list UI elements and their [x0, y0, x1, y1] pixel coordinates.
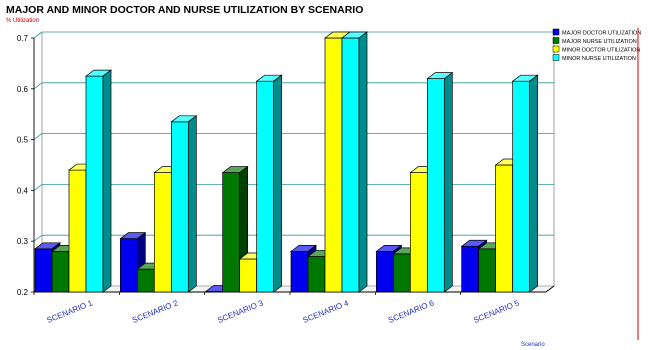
bar-front — [34, 248, 53, 293]
bar-front — [85, 75, 104, 293]
bar-front — [290, 251, 309, 293]
y-axis-label: % Utilization — [6, 18, 39, 24]
bar-front — [375, 251, 394, 293]
legend: MAJOR DOCTOR UTILIZATION MAJOR NURSE UTIL… — [552, 28, 641, 62]
bar-front — [307, 256, 326, 293]
gridline-depth — [33, 184, 43, 191]
x-tick-label: SCENARIO 3 — [216, 298, 265, 325]
gridline-depth — [33, 234, 43, 242]
legend-item: MINOR DOCTOR UTILIZATION — [552, 45, 640, 54]
plot-area: 0.2 0.3 0.4 0.5 0.6 0.7 SCENARIO 1 SCENARIO 2 SC… — [17, 31, 555, 325]
chart-title: MAJOR AND MINOR DOCTOR AND NURSE UTILIZA… — [6, 4, 363, 16]
bar-side — [443, 71, 453, 293]
bar — [340, 31, 369, 293]
x-tick-label: SCENARIO 6 — [387, 298, 436, 325]
bar-side — [529, 74, 539, 293]
x-axis-end-line — [545, 285, 555, 293]
bar-front — [341, 37, 360, 293]
bar — [170, 115, 198, 293]
bar-front — [392, 253, 411, 293]
legend-label: MINOR NURSE UTILIZATION — [562, 56, 636, 62]
legend-label: MAJOR DOCTOR UTILIZATION — [562, 31, 641, 37]
bar-front — [239, 258, 258, 293]
bar-front — [51, 251, 70, 293]
legend-swatch — [552, 28, 560, 36]
bar-side — [273, 74, 283, 293]
y-tick-label: 0.4 — [17, 186, 29, 195]
x-tick-label: SCENARIO 1 — [46, 298, 95, 325]
bar — [84, 69, 113, 293]
bar-front — [461, 245, 480, 293]
bar-front — [324, 37, 343, 293]
legend-label: MAJOR NURSE UTILIZATION — [562, 39, 637, 45]
bar-front — [495, 164, 514, 293]
bar-front — [426, 78, 445, 293]
legend-swatch — [552, 37, 560, 44]
bar-front — [68, 169, 87, 293]
bar-side — [358, 31, 368, 293]
bar-front — [478, 248, 497, 293]
x-tick-label: SCENARIO 4 — [302, 298, 351, 325]
bar-front — [136, 268, 155, 293]
legend-item: MAJOR DOCTOR UTILIZATION — [552, 28, 641, 37]
legend-swatch — [552, 54, 560, 61]
gridline-depth — [33, 82, 43, 90]
legend-item: MAJOR NURSE UTILIZATION — [552, 37, 637, 45]
bar — [511, 74, 539, 293]
gridline-depth — [33, 133, 43, 140]
x-axis-label: Scenario — [521, 342, 545, 348]
bar — [426, 71, 454, 293]
y-tick-label: 0.5 — [17, 136, 29, 145]
gridline-depth — [33, 31, 43, 39]
bar-front — [409, 172, 428, 293]
bar-front — [512, 80, 531, 293]
y-tick-label: 0.7 — [17, 34, 29, 43]
legend-item: MINOR NURSE UTILIZATION — [552, 54, 636, 62]
bar-side — [102, 69, 112, 293]
y-tick-label: 0.3 — [17, 237, 29, 246]
bar-side — [187, 115, 197, 293]
bar-front — [153, 172, 172, 293]
bar-front — [119, 238, 138, 293]
y-tick-label: 0.2 — [17, 288, 29, 297]
bar-front — [256, 80, 275, 293]
legend-label: MINOR DOCTOR UTILIZATION — [562, 48, 640, 54]
bar-front — [222, 172, 241, 293]
y-tick-label: 0.6 — [17, 85, 29, 94]
legend-swatch — [552, 45, 560, 53]
x-tick-label: SCENARIO 2 — [131, 298, 180, 325]
x-tick-label: SCENARIO 5 — [472, 298, 521, 325]
bar — [255, 74, 283, 293]
bar-front — [170, 121, 189, 293]
